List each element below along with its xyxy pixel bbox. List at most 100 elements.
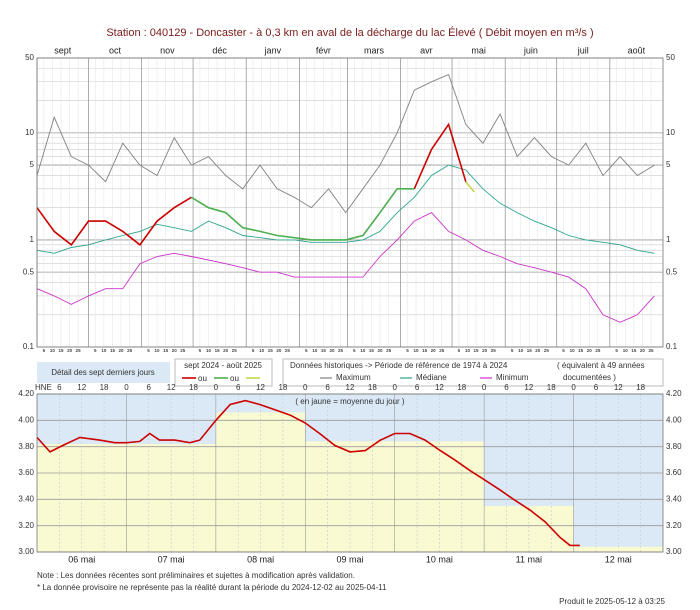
day-label: 08 mai	[247, 554, 274, 564]
hour-label: 6	[415, 383, 420, 392]
day-label: 06 mai	[68, 554, 95, 564]
day-tick-label: 25	[595, 348, 601, 353]
month-label: nov	[160, 45, 175, 55]
y-tick-label: 4.00	[666, 415, 682, 424]
hour-label: 0	[482, 383, 487, 392]
y-tick-label: 0.1	[666, 342, 678, 351]
month-label: janv	[264, 45, 282, 55]
y-tick-label: 3.60	[666, 468, 682, 477]
day-tick-label: 20	[67, 348, 73, 353]
y-tick-label: 3.20	[18, 521, 34, 530]
hour-label: 12	[256, 383, 265, 392]
day-tick-label: 5	[406, 348, 409, 353]
legend-label: Minimum	[496, 373, 529, 382]
day-tick-label: 25	[491, 348, 497, 353]
day-tick-label: 15	[110, 348, 116, 353]
legend-historical-box	[282, 358, 664, 387]
day-tick-label: 25	[544, 348, 550, 353]
day-tick-label: 20	[640, 348, 646, 353]
day-tick-label: 15	[369, 348, 375, 353]
day-tick-label: 5	[615, 348, 618, 353]
month-label: août	[628, 45, 646, 55]
month-label: juin	[523, 45, 538, 55]
y-tick-label: 5	[30, 160, 35, 169]
series-line	[36, 164, 655, 254]
note: * La donnée provisoire ne représente pas…	[37, 583, 387, 592]
hour-label: 0	[392, 383, 397, 392]
day-label: 12 mai	[605, 554, 632, 564]
day-tick-label: 25	[180, 348, 186, 353]
y-tick-label: 10	[666, 128, 675, 137]
hour-label: 6	[504, 383, 509, 392]
month-label: févr	[316, 45, 331, 55]
day-label: 07 mai	[158, 554, 185, 564]
day-tick-label: 20	[482, 348, 488, 353]
y-tick-label: 3.00	[18, 547, 34, 556]
day-tick-label: 25	[338, 348, 344, 353]
legend-equivalent: documentées )	[563, 373, 616, 382]
y-tick-label: 4.20	[18, 389, 34, 398]
y-tick-label: 3.20	[666, 521, 682, 530]
hour-label: 18	[636, 383, 645, 392]
series-line	[465, 181, 475, 193]
hour-label: 6	[594, 383, 599, 392]
day-tick-label: 10	[155, 348, 161, 353]
day-tick-label: 15	[163, 348, 169, 353]
series-line	[36, 122, 467, 246]
y-tick-label: 3.80	[666, 442, 682, 451]
day-label: 11 mai	[516, 554, 542, 564]
day-tick-label: 10	[101, 348, 107, 353]
legend-current: sept 2024 - août 2025	[184, 361, 262, 370]
hour-label: 12	[77, 383, 86, 392]
month-label: juil	[577, 45, 589, 55]
y-tick-label: 50	[666, 53, 675, 62]
hour-label: 18	[368, 383, 377, 392]
month-label: mars	[364, 45, 384, 55]
day-label: 10 mai	[426, 554, 453, 564]
day-tick-label: 15	[474, 348, 480, 353]
hour-label: 18	[457, 383, 466, 392]
day-tick-label: 5	[458, 348, 461, 353]
month-label: déc	[212, 45, 227, 55]
hour-label: 0	[571, 383, 576, 392]
series-line	[190, 188, 415, 241]
y-tick-label: 4.00	[18, 415, 34, 424]
y-tick-label: 3.00	[666, 547, 682, 556]
day-tick-label: 10	[259, 348, 265, 353]
day-tick-label: 20	[329, 348, 335, 353]
plot-border	[36, 393, 664, 553]
day-tick-label: 15	[59, 348, 65, 353]
day-tick-label: 20	[587, 348, 593, 353]
hour-label: 0	[303, 383, 308, 392]
hour-label: 12	[167, 383, 176, 392]
plot-border	[36, 57, 664, 348]
legend-label: Médiane	[416, 373, 447, 382]
day-label: 09 mai	[336, 554, 363, 564]
hour-label: 12	[524, 383, 533, 392]
plot-area	[37, 58, 663, 347]
hour-label: 18	[278, 383, 287, 392]
day-tick-label: 10	[518, 348, 524, 353]
day-tick-label: 20	[119, 348, 125, 353]
month-label: avr	[420, 45, 433, 55]
y-tick-label: 1	[30, 235, 35, 244]
day-tick-label: 20	[431, 348, 437, 353]
hour-label: 12	[346, 383, 355, 392]
day-tick-label: 5	[147, 348, 150, 353]
legend-detail: Détail des sept derniers jours	[51, 368, 155, 377]
daily-mean	[484, 505, 574, 552]
day-tick-label: 5	[511, 348, 514, 353]
hour-label: 6	[325, 383, 330, 392]
day-tick-label: 5	[252, 348, 255, 353]
day-tick-label: 5	[199, 348, 202, 353]
produced-date: Produit le 2025-05-12 à 03:25	[559, 597, 665, 606]
legend-equivalent: ( équivalent à 49 années	[557, 361, 645, 370]
hour-label: 6	[57, 383, 62, 392]
day-tick-label: 10	[570, 348, 576, 353]
hour-label: 18	[547, 383, 556, 392]
chart-title: Station : 040129 - Doncaster - à 0,3 km …	[106, 26, 593, 39]
series-line	[36, 73, 655, 214]
legend-or: ou	[230, 374, 239, 383]
day-tick-label: 15	[321, 348, 327, 353]
